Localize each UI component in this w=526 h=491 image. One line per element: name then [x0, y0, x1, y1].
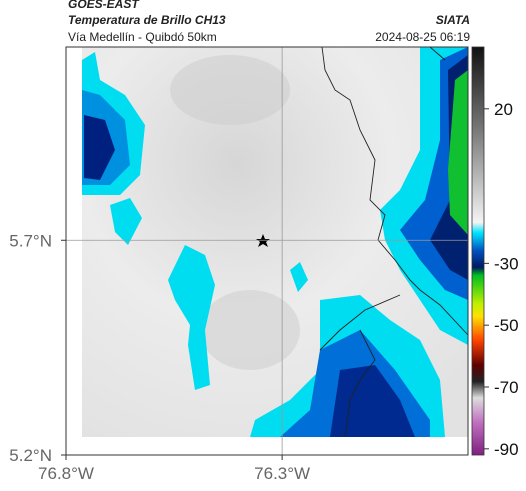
colorbar-label: -90: [494, 440, 519, 459]
imagery: [66, 47, 468, 455]
datetime: 2024-08-25 06:19: [375, 30, 470, 44]
map-frame: [65, 46, 469, 456]
y-tick-label: 5.2°N: [9, 446, 52, 465]
route: Vía Medellín - Quibdó 50km: [68, 30, 217, 44]
colorbar-label: -70: [494, 378, 519, 397]
source: GOES-EAST: [68, 0, 140, 11]
colorbar-label: -30: [494, 254, 519, 273]
colorbar: [471, 46, 485, 456]
colorbar-label: -50: [494, 316, 519, 335]
x-tick-label: 76.3°W: [254, 464, 310, 483]
x-tick-label: 76.8°W: [38, 464, 94, 483]
product: Temperatura de Brillo CH13: [68, 13, 226, 27]
agency: SIATA: [436, 13, 470, 27]
y-tick-label: 5.7°N: [9, 231, 52, 250]
colorbar-label: 20: [494, 100, 513, 119]
